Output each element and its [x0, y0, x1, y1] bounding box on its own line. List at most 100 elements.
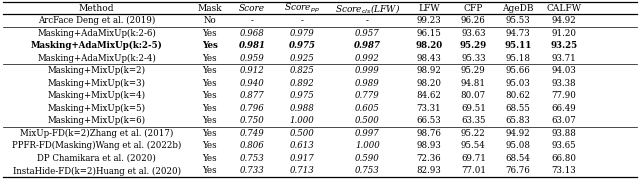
- Text: 93.63: 93.63: [461, 29, 486, 38]
- Text: Yes: Yes: [202, 91, 217, 100]
- Text: 95.33: 95.33: [461, 54, 486, 63]
- Text: 0.997: 0.997: [355, 129, 380, 138]
- Text: Mask: Mask: [198, 4, 222, 13]
- Text: Yes: Yes: [202, 129, 217, 138]
- Text: Masking+MixUp(k=3): Masking+MixUp(k=3): [47, 79, 146, 88]
- Text: 96.26: 96.26: [461, 16, 486, 25]
- Text: 76.76: 76.76: [506, 166, 531, 175]
- Text: 0.749: 0.749: [240, 129, 264, 138]
- Text: Yes: Yes: [202, 66, 217, 75]
- Text: 95.66: 95.66: [506, 66, 531, 75]
- Text: 93.71: 93.71: [551, 54, 576, 63]
- Text: Score: Score: [239, 4, 265, 13]
- Text: 63.07: 63.07: [551, 116, 576, 125]
- Text: 0.713: 0.713: [289, 166, 314, 175]
- Text: 0.957: 0.957: [355, 29, 380, 38]
- Text: 0.500: 0.500: [289, 129, 314, 138]
- Text: InstaHide-FD(k=2)Huang et al. (2020): InstaHide-FD(k=2)Huang et al. (2020): [13, 166, 180, 175]
- Text: 0.987: 0.987: [354, 41, 381, 50]
- Text: 95.03: 95.03: [506, 79, 531, 88]
- Text: AgeDB: AgeDB: [502, 4, 534, 13]
- Text: Yes: Yes: [202, 79, 217, 88]
- Text: 98.92: 98.92: [417, 66, 442, 75]
- Text: 93.65: 93.65: [551, 141, 576, 150]
- Text: 98.43: 98.43: [417, 54, 442, 63]
- Text: 0.605: 0.605: [355, 104, 380, 113]
- Text: Masking+MixUp(k=2): Masking+MixUp(k=2): [47, 66, 146, 75]
- Text: 63.35: 63.35: [461, 116, 486, 125]
- Text: 91.20: 91.20: [551, 29, 576, 38]
- Text: 0.500: 0.500: [355, 116, 380, 125]
- Text: 94.03: 94.03: [551, 66, 576, 75]
- Text: 72.36: 72.36: [417, 154, 442, 163]
- Text: 0.979: 0.979: [289, 29, 314, 38]
- Text: 0.912: 0.912: [240, 66, 264, 75]
- Text: 1.000: 1.000: [355, 141, 380, 150]
- Text: 0.825: 0.825: [289, 66, 314, 75]
- Text: 0.753: 0.753: [240, 154, 264, 163]
- Text: 95.53: 95.53: [506, 16, 531, 25]
- Text: Yes: Yes: [202, 141, 217, 150]
- Text: 0.779: 0.779: [355, 91, 380, 100]
- Text: Yes: Yes: [202, 54, 217, 63]
- Text: Masking+AdaMixUp(k:2-4): Masking+AdaMixUp(k:2-4): [37, 54, 156, 63]
- Text: PPFR-FD(Masking)Wang et al. (2022b): PPFR-FD(Masking)Wang et al. (2022b): [12, 141, 181, 150]
- Text: Yes: Yes: [202, 104, 217, 113]
- Text: Masking+AdaMixUp(k:2-6): Masking+AdaMixUp(k:2-6): [37, 29, 156, 38]
- Text: 73.31: 73.31: [417, 104, 442, 113]
- Text: 0.796: 0.796: [240, 104, 264, 113]
- Text: 95.08: 95.08: [506, 141, 531, 150]
- Text: ArcFace Deng et al. (2019): ArcFace Deng et al. (2019): [38, 16, 156, 25]
- Text: DP Chamikara et al. (2020): DP Chamikara et al. (2020): [37, 154, 156, 163]
- Text: Yes: Yes: [202, 154, 217, 163]
- Text: CFP: CFP: [463, 4, 483, 13]
- Text: 0.968: 0.968: [240, 29, 264, 38]
- Text: 98.20: 98.20: [417, 79, 442, 88]
- Text: 94.73: 94.73: [506, 29, 531, 38]
- Text: Yes: Yes: [202, 29, 217, 38]
- Text: Score$_{pp}$: Score$_{pp}$: [284, 1, 320, 15]
- Text: 95.11: 95.11: [504, 41, 532, 50]
- Text: 77.90: 77.90: [551, 91, 576, 100]
- Text: 0.613: 0.613: [289, 141, 314, 150]
- Text: 94.81: 94.81: [461, 79, 486, 88]
- Text: 69.71: 69.71: [461, 154, 486, 163]
- Text: 77.01: 77.01: [461, 166, 486, 175]
- Text: Yes: Yes: [202, 166, 217, 175]
- Text: Yes: Yes: [202, 116, 217, 125]
- Text: 95.54: 95.54: [461, 141, 486, 150]
- Text: Masking+AdaMixUp(k:2-5): Masking+AdaMixUp(k:2-5): [31, 41, 163, 50]
- Text: 0.877: 0.877: [240, 91, 264, 100]
- Text: 93.25: 93.25: [550, 41, 577, 50]
- Text: CALFW: CALFW: [546, 4, 581, 13]
- Text: 0.992: 0.992: [355, 54, 380, 63]
- Text: 95.29: 95.29: [460, 41, 487, 50]
- Text: 98.20: 98.20: [415, 41, 443, 50]
- Text: 94.92: 94.92: [551, 16, 576, 25]
- Text: 73.13: 73.13: [551, 166, 576, 175]
- Text: 0.750: 0.750: [240, 116, 264, 125]
- Text: 69.51: 69.51: [461, 104, 486, 113]
- Text: 0.975: 0.975: [289, 91, 314, 100]
- Text: 0.806: 0.806: [240, 141, 264, 150]
- Text: 0.925: 0.925: [289, 54, 314, 63]
- Text: 93.38: 93.38: [551, 79, 576, 88]
- Text: Masking+MixUp(k=6): Masking+MixUp(k=6): [47, 116, 146, 125]
- Text: 95.18: 95.18: [506, 54, 531, 63]
- Text: 0.988: 0.988: [289, 104, 314, 113]
- Text: -: -: [251, 16, 253, 25]
- Text: MixUp-FD(k=2)Zhang et al. (2017): MixUp-FD(k=2)Zhang et al. (2017): [20, 129, 173, 138]
- Text: 68.55: 68.55: [506, 104, 531, 113]
- Text: 68.54: 68.54: [506, 154, 531, 163]
- Text: 93.88: 93.88: [551, 129, 576, 138]
- Text: 0.975: 0.975: [289, 41, 316, 50]
- Text: 96.15: 96.15: [417, 29, 442, 38]
- Text: 80.62: 80.62: [506, 91, 531, 100]
- Text: 1.000: 1.000: [289, 116, 314, 125]
- Text: 99.23: 99.23: [417, 16, 442, 25]
- Text: 98.93: 98.93: [417, 141, 442, 150]
- Text: 66.49: 66.49: [551, 104, 576, 113]
- Text: 0.892: 0.892: [289, 79, 314, 88]
- Text: 0.917: 0.917: [289, 154, 314, 163]
- Text: 0.989: 0.989: [355, 79, 380, 88]
